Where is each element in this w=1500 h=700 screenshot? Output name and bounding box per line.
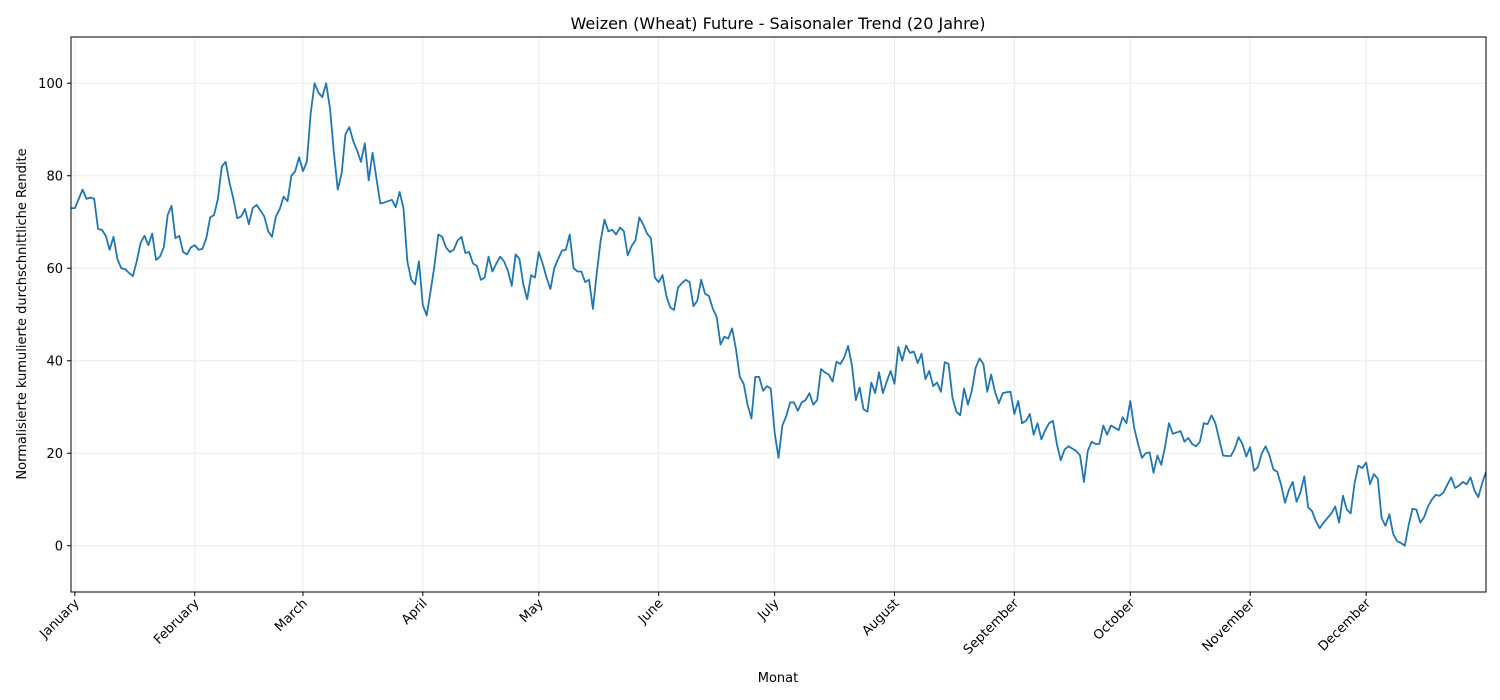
x-axis-label: Monat bbox=[758, 671, 798, 686]
y-tick-label: 0 bbox=[55, 539, 63, 554]
y-tick-label: 100 bbox=[38, 77, 63, 92]
grid bbox=[71, 37, 1486, 592]
y-tick-label: 20 bbox=[46, 447, 63, 462]
series-line bbox=[71, 82, 1486, 547]
y-axis-label: Normalisierte kumulierte durchschnittlic… bbox=[15, 148, 30, 479]
y-tick-label: 60 bbox=[46, 262, 63, 277]
chart-title: Weizen (Wheat) Future - Saisonaler Trend… bbox=[571, 14, 986, 33]
y-axis: 0 20 40 60 80 100 bbox=[38, 77, 71, 554]
y-tick-label: 40 bbox=[46, 354, 63, 369]
plot-area bbox=[71, 82, 1486, 547]
y-tick-label: 80 bbox=[46, 169, 63, 184]
plot-frame bbox=[70, 36, 1487, 593]
